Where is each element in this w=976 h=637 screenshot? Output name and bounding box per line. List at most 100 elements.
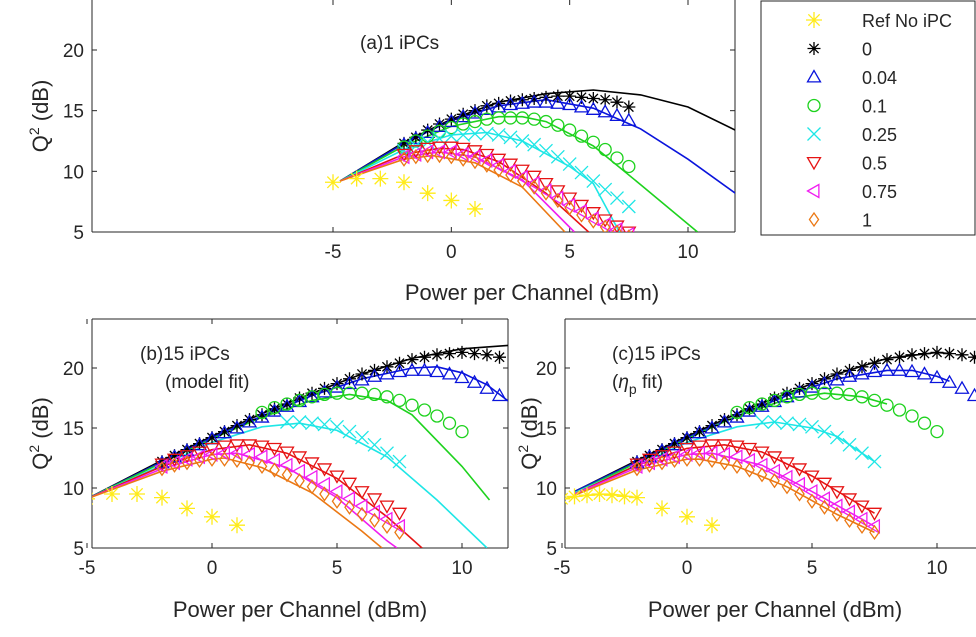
data-point [575, 91, 588, 104]
data-point [931, 426, 943, 438]
data-point [505, 112, 517, 124]
data-point [293, 416, 306, 429]
data-point [599, 143, 611, 155]
fit-line-0-75 [87, 453, 397, 548]
legend-marker [806, 12, 822, 28]
data-point [372, 171, 388, 187]
data-point [622, 101, 635, 114]
fit-line-0-1 [575, 393, 888, 493]
data-point [906, 410, 918, 422]
x-axis-label: Power per Channel (dBm) [405, 280, 659, 305]
data-point [654, 500, 670, 516]
panel-annotation: (c)15 iPCs [612, 344, 701, 365]
data-point [629, 490, 645, 506]
x-tick-label: 10 [451, 558, 472, 579]
x-tick-label: 0 [446, 242, 457, 263]
x-tick-label: -5 [554, 558, 571, 579]
y-tick-label: 10 [536, 479, 557, 500]
data-point [456, 426, 468, 438]
data-point [831, 500, 842, 513]
data-point [818, 425, 831, 438]
data-point [229, 517, 245, 533]
data-point [604, 487, 620, 503]
data-point [104, 486, 120, 502]
y-tick-label: 20 [63, 359, 84, 380]
y-axis-label: Q2 (dB) [26, 80, 53, 153]
data-point [611, 96, 624, 109]
data-point [818, 372, 831, 385]
data-point [393, 508, 406, 519]
data-point [831, 431, 844, 444]
x-tick-label: 5 [332, 558, 343, 579]
data-point [856, 447, 869, 460]
data-point [881, 399, 893, 411]
data-point [579, 487, 595, 503]
data-point [420, 185, 436, 201]
legend-label: 0.25 [862, 125, 897, 145]
data-point [318, 418, 331, 431]
series-0-1 [256, 387, 468, 437]
data-point [406, 399, 418, 411]
legend-label: 1 [862, 211, 872, 231]
data-point [919, 417, 931, 429]
data-point [611, 192, 624, 205]
data-point [622, 200, 635, 213]
legend-label: 0.75 [862, 182, 897, 202]
data-point [599, 183, 612, 196]
data-point [443, 192, 459, 208]
fit-line-0 [340, 90, 735, 181]
data-point [567, 488, 583, 504]
data-point [931, 346, 944, 359]
data-point [611, 152, 623, 164]
data-point [393, 455, 406, 468]
y-tick-label: 5 [73, 539, 84, 560]
y-tick-label: 10 [63, 162, 84, 183]
y-tick-label: 15 [63, 102, 84, 123]
data-point [382, 520, 391, 533]
data-point [349, 171, 365, 187]
data-point [956, 348, 969, 361]
legend-label: 0.5 [862, 154, 887, 174]
data-point [704, 517, 720, 533]
data-point [868, 455, 881, 468]
fit-line-0-25 [340, 133, 619, 233]
data-point [306, 417, 319, 430]
legend-marker [808, 42, 821, 55]
x-axis-label: Power per Channel (dBm) [648, 597, 902, 622]
legend-label: 0 [862, 40, 872, 60]
data-point [617, 488, 633, 504]
data-point [204, 509, 220, 525]
y-tick-label: 20 [63, 41, 84, 62]
data-point [540, 91, 553, 104]
x-tick-label: 0 [207, 558, 218, 579]
data-point [756, 416, 769, 429]
data-point [396, 174, 412, 190]
data-point [906, 348, 919, 361]
legend-label: 0.04 [862, 68, 897, 88]
data-point [623, 160, 635, 172]
data-point [154, 490, 170, 506]
data-point [493, 351, 506, 364]
data-point [356, 500, 367, 513]
data-point [343, 372, 356, 385]
data-point [968, 351, 976, 364]
data-point [129, 486, 145, 502]
data-point [444, 417, 456, 429]
x-tick-label: -5 [325, 242, 342, 263]
data-point [419, 404, 431, 416]
data-point [894, 404, 906, 416]
y-tick-label: 5 [546, 539, 557, 560]
y-axis-label: Q2 (dB) [515, 397, 542, 470]
panel-annotation: (a)1 iPCs [360, 33, 439, 54]
data-point [968, 389, 976, 400]
data-point [843, 438, 856, 451]
data-point [516, 135, 529, 148]
series-1 [399, 149, 633, 243]
legend-label: 0.1 [862, 97, 887, 117]
data-point [325, 174, 341, 190]
data-point [356, 431, 369, 444]
